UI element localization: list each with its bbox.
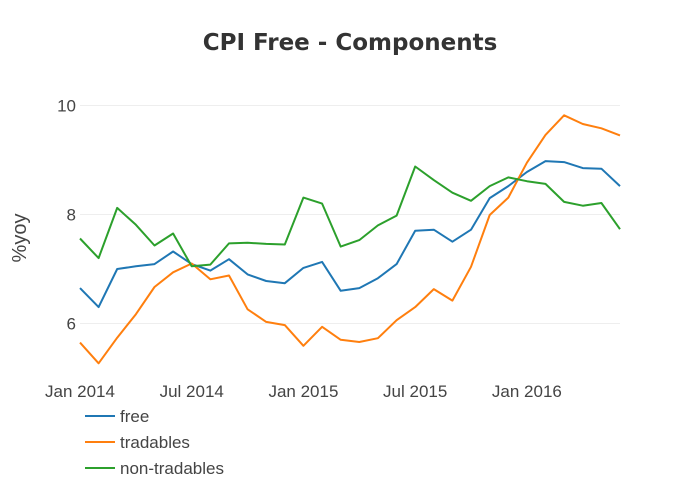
x-tick-label: Jan 2015	[268, 382, 338, 401]
chart-title: CPI Free - Components	[203, 30, 498, 56]
series-line-tradables	[79, 114, 621, 365]
legend-label: free	[120, 407, 149, 426]
x-tick-label: Jan 2014	[45, 382, 115, 401]
y-axis-label: %yoy	[9, 214, 31, 263]
y-tick-label: 8	[67, 205, 76, 224]
legend-label: tradables	[120, 433, 190, 452]
legend-label: non-tradables	[120, 459, 224, 478]
series-line-non-tradables	[79, 165, 621, 268]
x-tick-label: Jul 2014	[160, 382, 224, 401]
x-tick-label: Jul 2015	[383, 382, 447, 401]
plot-area	[79, 114, 621, 365]
x-tick-label: Jan 2016	[492, 382, 562, 401]
y-tick-label: 10	[57, 96, 76, 115]
x-axis: Jan 2014 Jul 2014 Jan 2015 Jul 2015 Jan 2016	[45, 382, 562, 401]
legend: free tradables non-tradables	[85, 407, 224, 478]
legend-item-non-tradables[interactable]: non-tradables	[85, 459, 224, 478]
grid	[80, 104, 620, 324]
y-tick-label: 6	[67, 314, 76, 333]
legend-item-free[interactable]: free	[85, 407, 149, 426]
legend-item-tradables[interactable]: tradables	[85, 433, 190, 452]
y-axis: 6 8 10	[57, 96, 76, 333]
series-line-free	[79, 160, 621, 309]
